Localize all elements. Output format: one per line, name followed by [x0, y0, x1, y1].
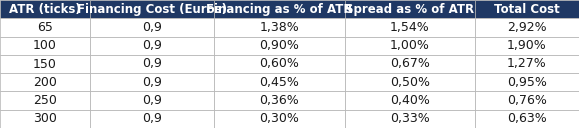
Bar: [214, 0, 345, 18]
Text: 0,9: 0,9: [142, 57, 162, 71]
Text: 1,00%: 1,00%: [390, 39, 430, 52]
Text: 0,90%: 0,90%: [259, 39, 299, 52]
Text: 300: 300: [33, 112, 57, 125]
Bar: [345, 73, 475, 91]
Text: 0,95%: 0,95%: [507, 76, 547, 89]
Text: 0,9: 0,9: [142, 21, 162, 34]
Bar: [0, 91, 90, 110]
Bar: [475, 73, 579, 91]
Bar: [90, 55, 214, 73]
Text: 0,36%: 0,36%: [259, 94, 299, 107]
Bar: [345, 91, 475, 110]
Text: 250: 250: [33, 94, 57, 107]
Bar: [345, 37, 475, 55]
Bar: [90, 91, 214, 110]
Text: Total Cost: Total Cost: [494, 3, 560, 16]
Bar: [345, 0, 475, 18]
Bar: [90, 37, 214, 55]
Bar: [90, 18, 214, 37]
Text: 0,9: 0,9: [142, 94, 162, 107]
Text: 65: 65: [37, 21, 53, 34]
Bar: [214, 37, 345, 55]
Bar: [0, 73, 90, 91]
Text: 0,30%: 0,30%: [259, 112, 299, 125]
Bar: [90, 0, 214, 18]
Text: 200: 200: [33, 76, 57, 89]
Bar: [475, 91, 579, 110]
Bar: [345, 55, 475, 73]
Bar: [214, 110, 345, 128]
Bar: [475, 18, 579, 37]
Text: 1,27%: 1,27%: [507, 57, 547, 71]
Text: 0,9: 0,9: [142, 112, 162, 125]
Bar: [90, 110, 214, 128]
Bar: [475, 0, 579, 18]
Bar: [475, 110, 579, 128]
Bar: [345, 110, 475, 128]
Text: 100: 100: [33, 39, 57, 52]
Text: ATR (ticks): ATR (ticks): [9, 3, 80, 16]
Bar: [0, 110, 90, 128]
Text: 0,33%: 0,33%: [390, 112, 430, 125]
Text: 0,40%: 0,40%: [390, 94, 430, 107]
Text: 1,54%: 1,54%: [390, 21, 430, 34]
Bar: [214, 91, 345, 110]
Text: 1,90%: 1,90%: [507, 39, 547, 52]
Bar: [475, 37, 579, 55]
Bar: [90, 73, 214, 91]
Text: 0,63%: 0,63%: [507, 112, 547, 125]
Bar: [345, 18, 475, 37]
Text: 0,9: 0,9: [142, 39, 162, 52]
Bar: [214, 73, 345, 91]
Bar: [0, 55, 90, 73]
Text: Financing Cost (Euros): Financing Cost (Euros): [77, 3, 227, 16]
Text: 2,92%: 2,92%: [507, 21, 547, 34]
Bar: [214, 55, 345, 73]
Bar: [475, 55, 579, 73]
Text: 0,67%: 0,67%: [390, 57, 430, 71]
Bar: [0, 0, 90, 18]
Text: 0,76%: 0,76%: [507, 94, 547, 107]
Text: 150: 150: [33, 57, 57, 71]
Text: 0,45%: 0,45%: [259, 76, 299, 89]
Bar: [214, 18, 345, 37]
Text: Spread as % of ATR: Spread as % of ATR: [345, 3, 474, 16]
Text: 0,9: 0,9: [142, 76, 162, 89]
Bar: [0, 37, 90, 55]
Text: 0,60%: 0,60%: [259, 57, 299, 71]
Text: 1,38%: 1,38%: [259, 21, 299, 34]
Bar: [0, 18, 90, 37]
Text: 0,50%: 0,50%: [390, 76, 430, 89]
Text: Financing as % of ATR: Financing as % of ATR: [206, 3, 353, 16]
